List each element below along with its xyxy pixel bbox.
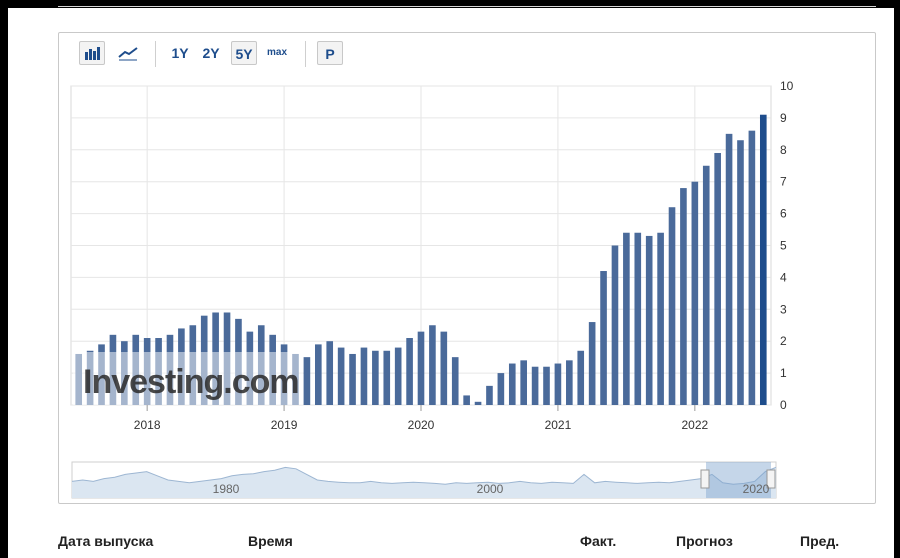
table-header-time: Время (248, 533, 293, 549)
y-tick-label: 0 (780, 398, 787, 412)
table-header-release-date: Дата выпуска (58, 533, 154, 549)
bar (531, 366, 539, 405)
navigator-line (71, 466, 777, 485)
y-tick-label: 5 (780, 239, 787, 253)
bar (463, 395, 470, 405)
range-2y-button[interactable]: 2Y (202, 45, 220, 61)
y-tick-label: 7 (780, 175, 787, 189)
bar (383, 350, 391, 405)
bar (417, 331, 425, 405)
bar (520, 360, 527, 405)
top-divider (58, 6, 876, 7)
range-1y-button[interactable]: 1Y (171, 45, 189, 61)
y-tick-label: 3 (780, 302, 787, 316)
bar (645, 235, 653, 405)
bar (554, 363, 562, 405)
navigator-right-handle (766, 469, 776, 489)
bar (543, 366, 550, 405)
watermark-backdrop (73, 352, 303, 405)
x-tick-label: 2021 (545, 418, 572, 432)
bar (680, 188, 687, 405)
bar (303, 357, 311, 405)
toolbar-separator (305, 41, 306, 67)
range-max-button[interactable]: max (266, 47, 287, 58)
x-tick-label: 2019 (271, 418, 298, 432)
x-tick-label: 2022 (681, 418, 708, 432)
range-5y-button[interactable]: 5Y (231, 41, 257, 65)
line-chart-icon (118, 47, 138, 61)
bar (691, 181, 699, 405)
screen-frame-right (894, 0, 900, 558)
x-tick-label: 2018 (134, 418, 161, 432)
bar (326, 341, 334, 405)
bar (429, 325, 436, 405)
y-tick-label: 1 (780, 366, 787, 380)
bar (497, 373, 505, 405)
bar (394, 347, 402, 405)
bar (714, 152, 721, 405)
y-tick-label: 9 (780, 111, 787, 125)
screen-frame-left (0, 0, 8, 558)
watermark-logo: Investing.com (83, 363, 299, 401)
x-tick-label: 2020 (408, 418, 435, 432)
bar (508, 363, 516, 405)
bar (702, 165, 710, 405)
table-header-previous: Пред. (800, 533, 840, 549)
table-header-forecast: Прогноз (676, 533, 733, 549)
navigator-label: 2020 (743, 482, 770, 496)
bar (315, 344, 322, 405)
y-tick-label: 8 (780, 143, 787, 157)
navigator-left-handle (700, 469, 710, 489)
bar (349, 353, 356, 405)
navigator-selection (706, 462, 771, 498)
y-tick-label: 10 (780, 79, 794, 93)
bar (486, 385, 493, 405)
navigator-area (72, 467, 776, 498)
bar (566, 360, 573, 405)
bar (600, 271, 607, 405)
bar (623, 232, 630, 405)
bar (406, 338, 413, 405)
bar (451, 357, 459, 405)
bar-chart-icon (85, 47, 100, 60)
table-header-actual: Факт. (580, 533, 617, 549)
bar (748, 130, 756, 405)
bar-chart-button[interactable] (79, 41, 105, 65)
bar (372, 350, 379, 405)
y-tick-label: 4 (780, 270, 787, 284)
p-button[interactable]: P (317, 41, 343, 65)
screen-frame-top (0, 0, 900, 8)
bar (634, 232, 642, 405)
bar (759, 114, 767, 406)
bar (611, 245, 619, 405)
bar (440, 331, 448, 405)
bar (337, 347, 345, 405)
bar (577, 350, 585, 405)
bar (737, 140, 744, 406)
bar (668, 207, 676, 405)
bar (474, 401, 482, 405)
bar (657, 232, 664, 405)
y-tick-label: 2 (780, 334, 787, 348)
bar (360, 347, 368, 405)
bar (725, 133, 733, 405)
bar (588, 322, 596, 405)
line-chart-button[interactable] (115, 41, 141, 65)
y-tick-label: 6 (780, 207, 787, 221)
navigator-label: 1980 (213, 482, 240, 496)
toolbar-separator (155, 41, 156, 67)
navigator-label: 2000 (477, 482, 504, 496)
